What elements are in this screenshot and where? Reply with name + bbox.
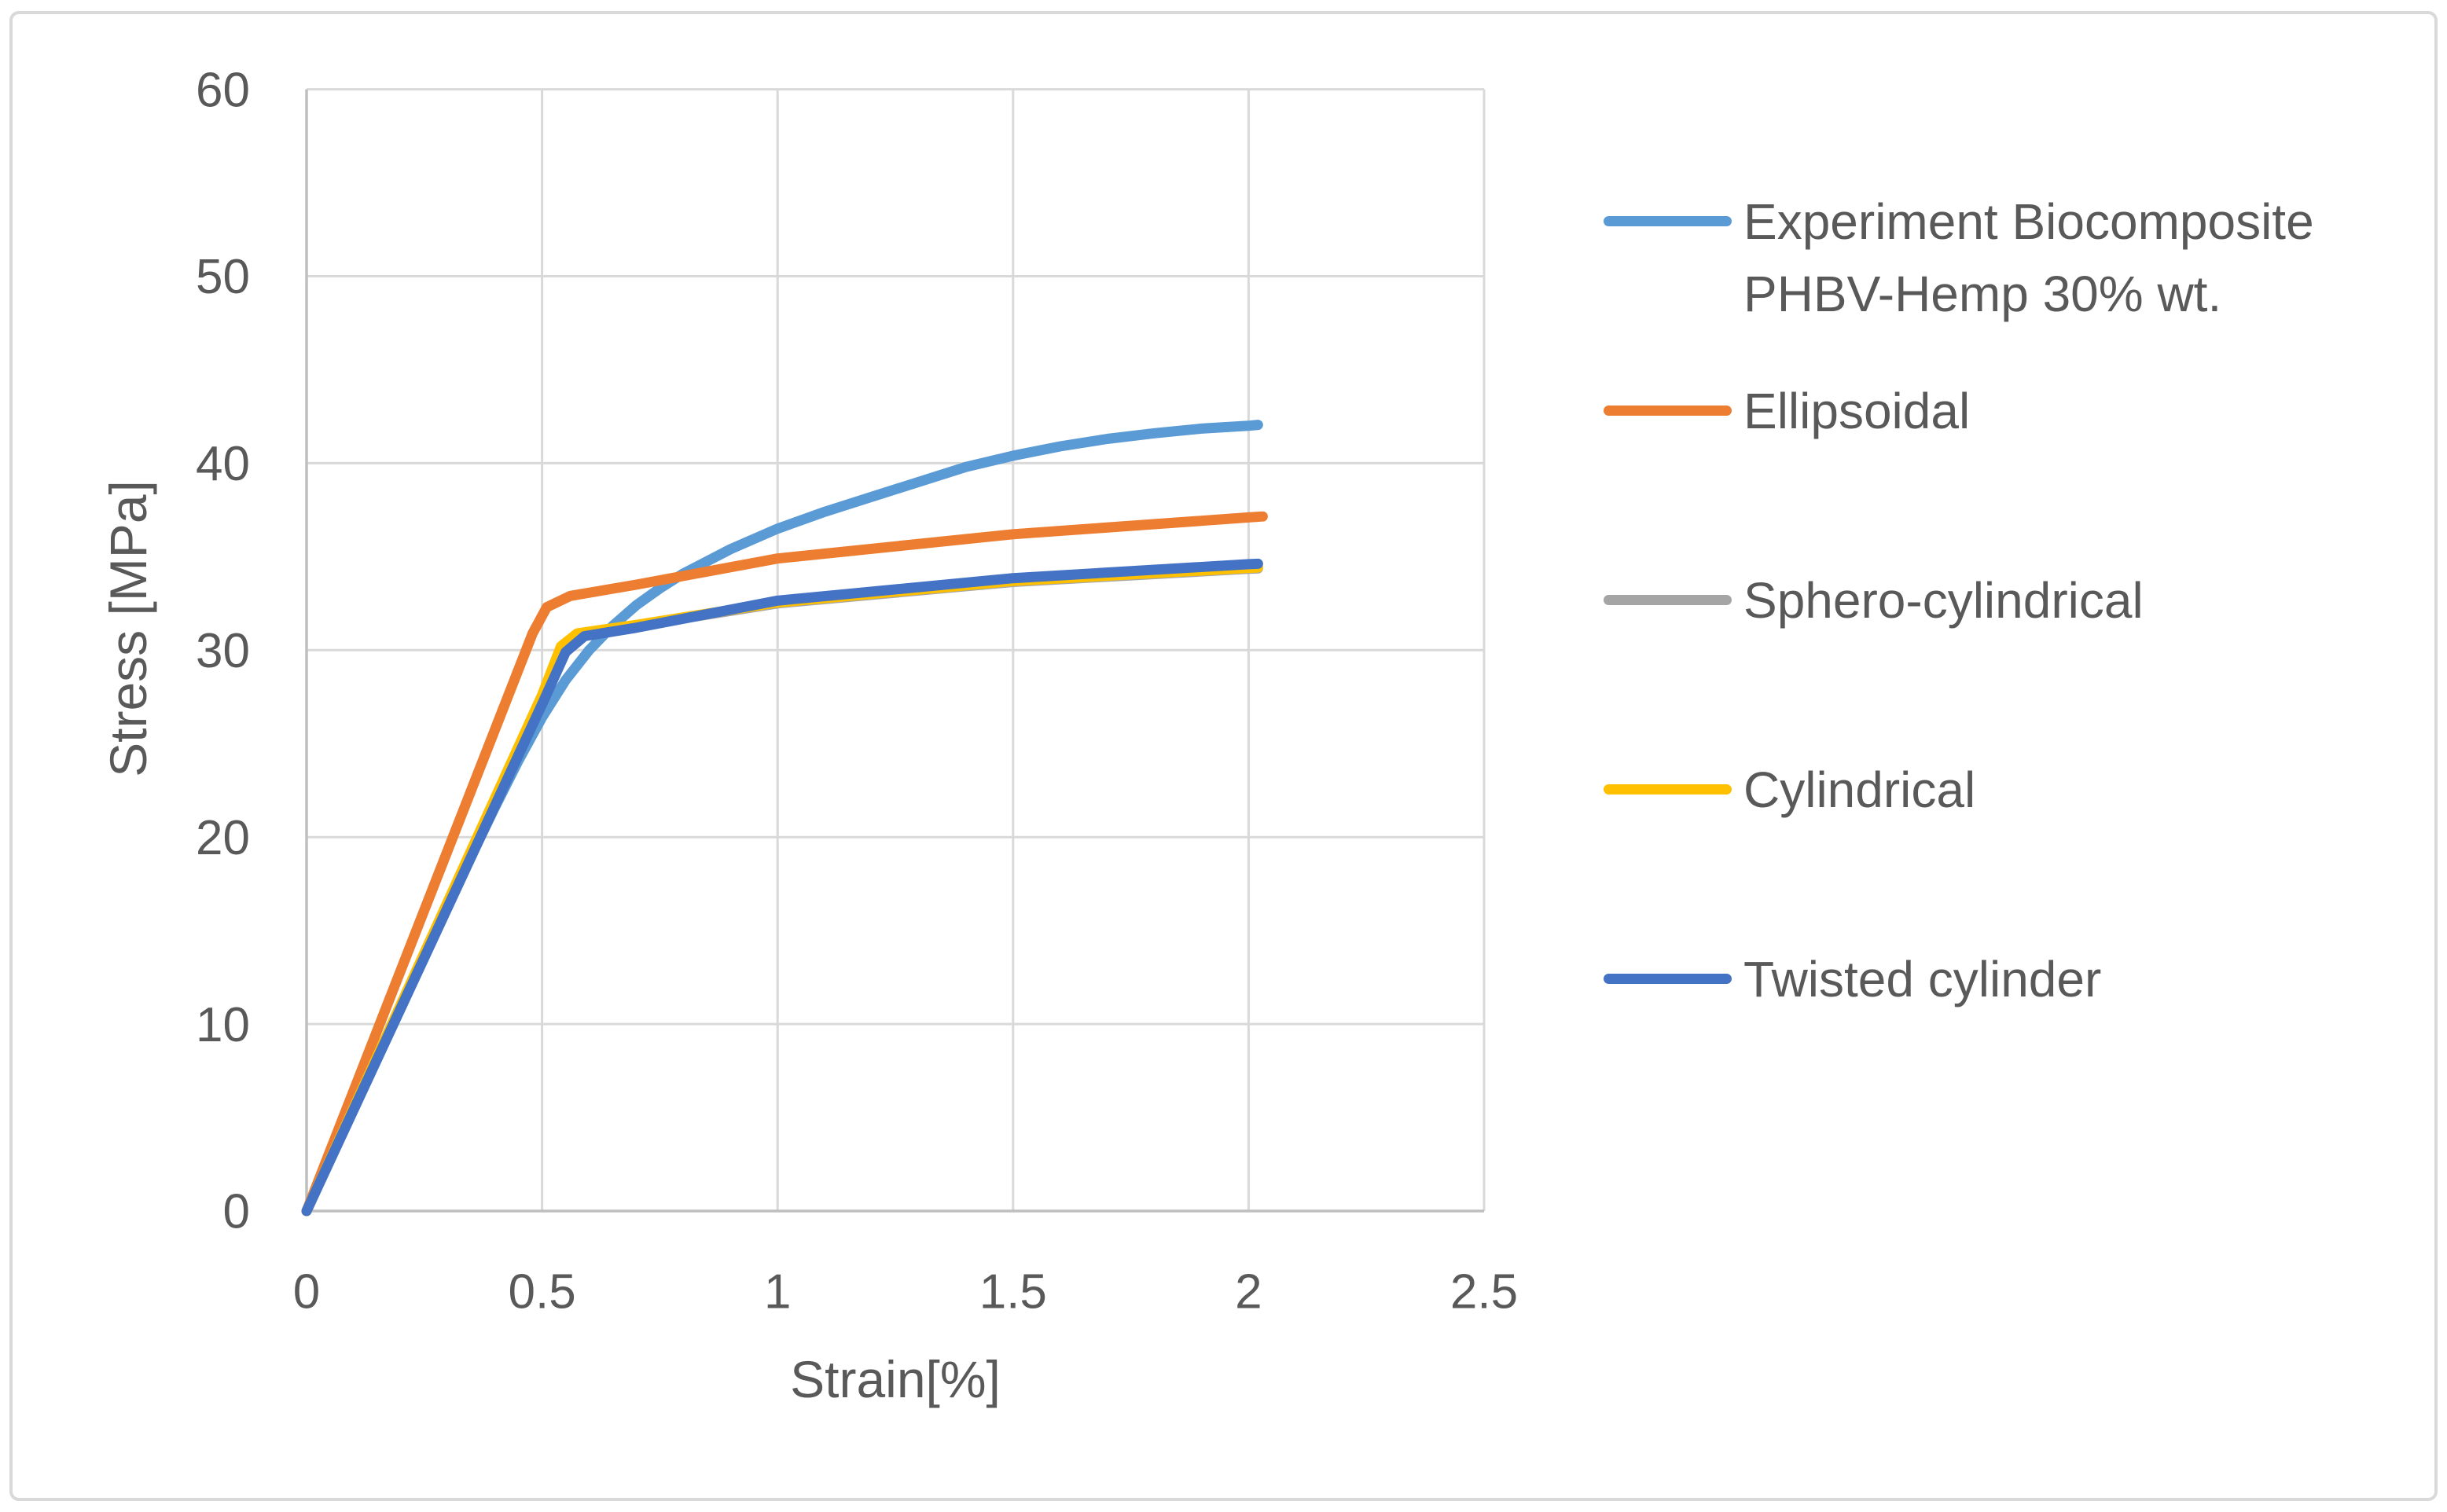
x-tick-label: 2.5 xyxy=(1450,1265,1518,1319)
legend-swatch-icon xyxy=(1604,216,1732,226)
y-tick-label: 0 xyxy=(223,1185,250,1239)
legend-swatch-icon xyxy=(1604,406,1732,416)
legend-label: Experiment Biocomposite xyxy=(1743,193,2314,250)
legend-item-3: Cylindrical xyxy=(1604,754,1975,826)
legend-label: Ellipsoidal xyxy=(1743,383,1971,439)
legend-item-4: Twisted cylinder xyxy=(1604,943,2101,1015)
series-lines xyxy=(301,420,1268,1217)
y-tick-label: 30 xyxy=(196,624,250,678)
tick-labels: 0 10 20 30 40 50 60 0 0.5 1 1.5 2 2.5 xyxy=(196,63,1518,1319)
gridlines xyxy=(307,88,1486,1211)
x-tick-label: 1.5 xyxy=(979,1265,1047,1319)
legend-swatch-icon xyxy=(1604,974,1732,984)
y-tick-label: 20 xyxy=(196,811,250,865)
x-tick-label: 2 xyxy=(1235,1265,1262,1319)
axes xyxy=(305,89,1484,1213)
series-line-4 xyxy=(301,558,1263,1217)
y-tick-label: 40 xyxy=(196,437,250,491)
y-tick-label: 10 xyxy=(196,998,250,1052)
x-tick-label: 0 xyxy=(293,1265,320,1319)
series-line-1 xyxy=(301,511,1268,1217)
x-tick-label: 0.5 xyxy=(508,1265,575,1319)
legend-item-2: Sphero-cylindrical xyxy=(1604,564,2144,637)
legend-swatch-icon xyxy=(1604,784,1732,795)
x-axis-title: Strain[%] xyxy=(790,1350,1001,1408)
y-tick-label: 60 xyxy=(196,63,250,117)
y-tick-label: 50 xyxy=(196,250,250,304)
legend-swatch-icon xyxy=(1604,595,1732,605)
legend-label: Cylindrical xyxy=(1743,762,1976,818)
legend-label: PHBV-Hemp 30% wt. xyxy=(1743,266,2222,322)
legend-item-0: Experiment Biocomposite PHBV-Hemp 30% wt. xyxy=(1604,185,2314,330)
x-tick-label: 1 xyxy=(764,1265,791,1319)
legend-label: Sphero-cylindrical xyxy=(1743,572,2144,629)
legend-item-1: Ellipsoidal xyxy=(1604,375,1970,447)
legend-label: Twisted cylinder xyxy=(1743,951,2102,1007)
